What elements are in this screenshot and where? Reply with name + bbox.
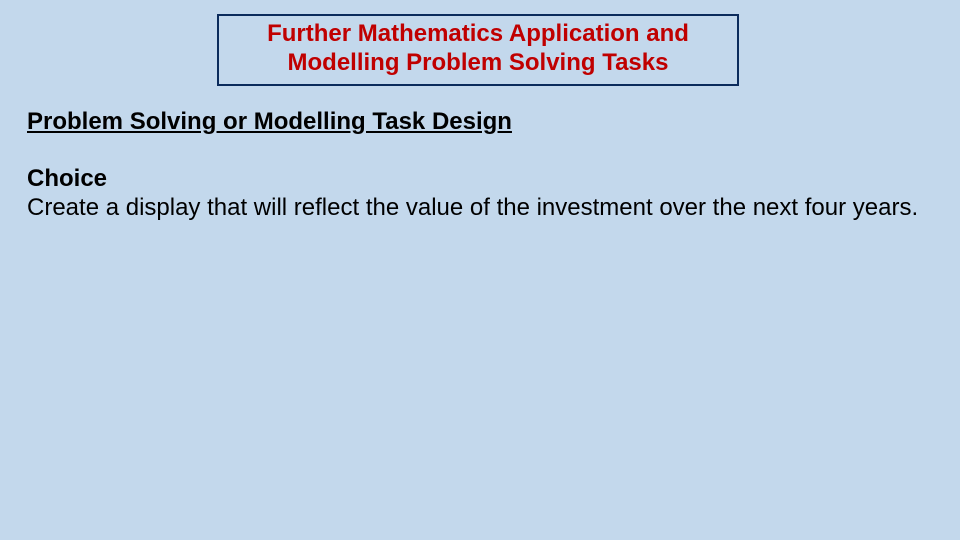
- title-line-2: Modelling Problem Solving Tasks: [229, 49, 727, 78]
- title-box: Further Mathematics Application and Mode…: [217, 14, 739, 86]
- title-line-1: Further Mathematics Application and: [229, 20, 727, 49]
- choice-label: Choice: [27, 165, 107, 193]
- section-subtitle: Problem Solving or Modelling Task Design: [27, 108, 512, 136]
- body-text: Create a display that will reflect the v…: [27, 194, 933, 223]
